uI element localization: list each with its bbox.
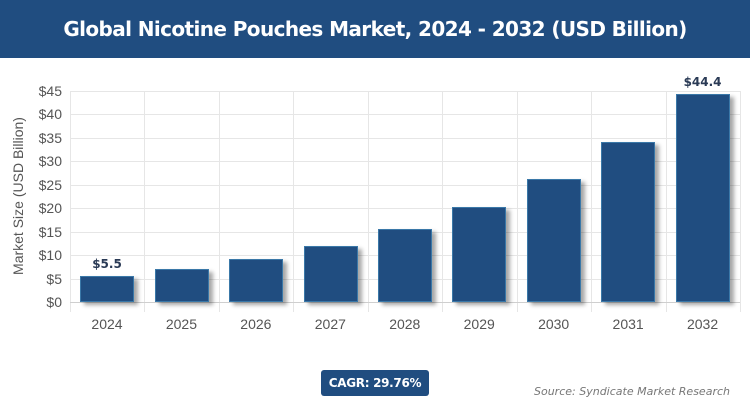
bar-2025	[154, 268, 209, 302]
gridline	[70, 91, 740, 92]
x-tick-label: 2032	[686, 316, 719, 332]
title-banner: Global Nicotine Pouches Market, 2024 - 2…	[0, 0, 750, 58]
bar-2030	[526, 179, 581, 302]
gridline	[367, 91, 369, 312]
x-tick-label: 2027	[314, 316, 346, 332]
y-tick-label: $10	[38, 247, 62, 264]
gridline	[293, 91, 295, 312]
gridline	[70, 137, 740, 139]
x-tick-label: 2026	[240, 316, 272, 332]
gridline	[442, 91, 444, 312]
x-tick-label: 2029	[463, 316, 495, 332]
bar-2028	[378, 229, 432, 302]
cagr-badge: CAGR: 29.76%	[321, 370, 429, 396]
gridline	[144, 91, 146, 312]
gridline	[740, 91, 741, 312]
bar-2024	[80, 276, 135, 302]
y-tick-label: $5	[46, 270, 62, 287]
gridline	[70, 208, 740, 210]
bar-2027	[303, 245, 358, 302]
y-tick-label: $30	[38, 153, 62, 170]
plot-area	[70, 91, 741, 312]
bar-2032	[675, 93, 730, 302]
gridline	[70, 161, 740, 163]
y-tick-label: $25	[38, 176, 62, 193]
chart-title: Global Nicotine Pouches Market, 2024 - 2…	[63, 17, 687, 41]
bar-2026	[229, 258, 284, 302]
x-tick-label: 2031	[612, 316, 644, 332]
gridline	[516, 91, 518, 312]
bar-2031	[601, 142, 656, 302]
x-axis-line	[70, 302, 740, 303]
y-tick-label: $45	[38, 83, 62, 99]
gridline	[591, 91, 593, 312]
bar-2029	[452, 207, 507, 302]
x-tick-label: 2028	[389, 316, 421, 332]
data-label: $5.5	[92, 257, 122, 272]
y-tick-label: $35	[38, 129, 62, 146]
y-tick-label: $20	[38, 200, 62, 217]
gridline	[218, 91, 220, 312]
x-tick-label: 2024	[91, 316, 123, 332]
y-tick-label: $15	[38, 223, 62, 240]
gridline	[70, 91, 71, 312]
gridline	[665, 91, 667, 312]
y-tick-label: $0	[46, 294, 62, 310]
x-tick-label: 2030	[538, 316, 570, 332]
y-tick-label: $40	[38, 106, 62, 123]
gridline	[70, 184, 740, 186]
gridline	[70, 114, 740, 116]
source-note: Source: Syndicate Market Research	[534, 385, 730, 398]
data-label: $44.4	[683, 74, 722, 89]
x-tick-label: 2025	[165, 316, 198, 332]
